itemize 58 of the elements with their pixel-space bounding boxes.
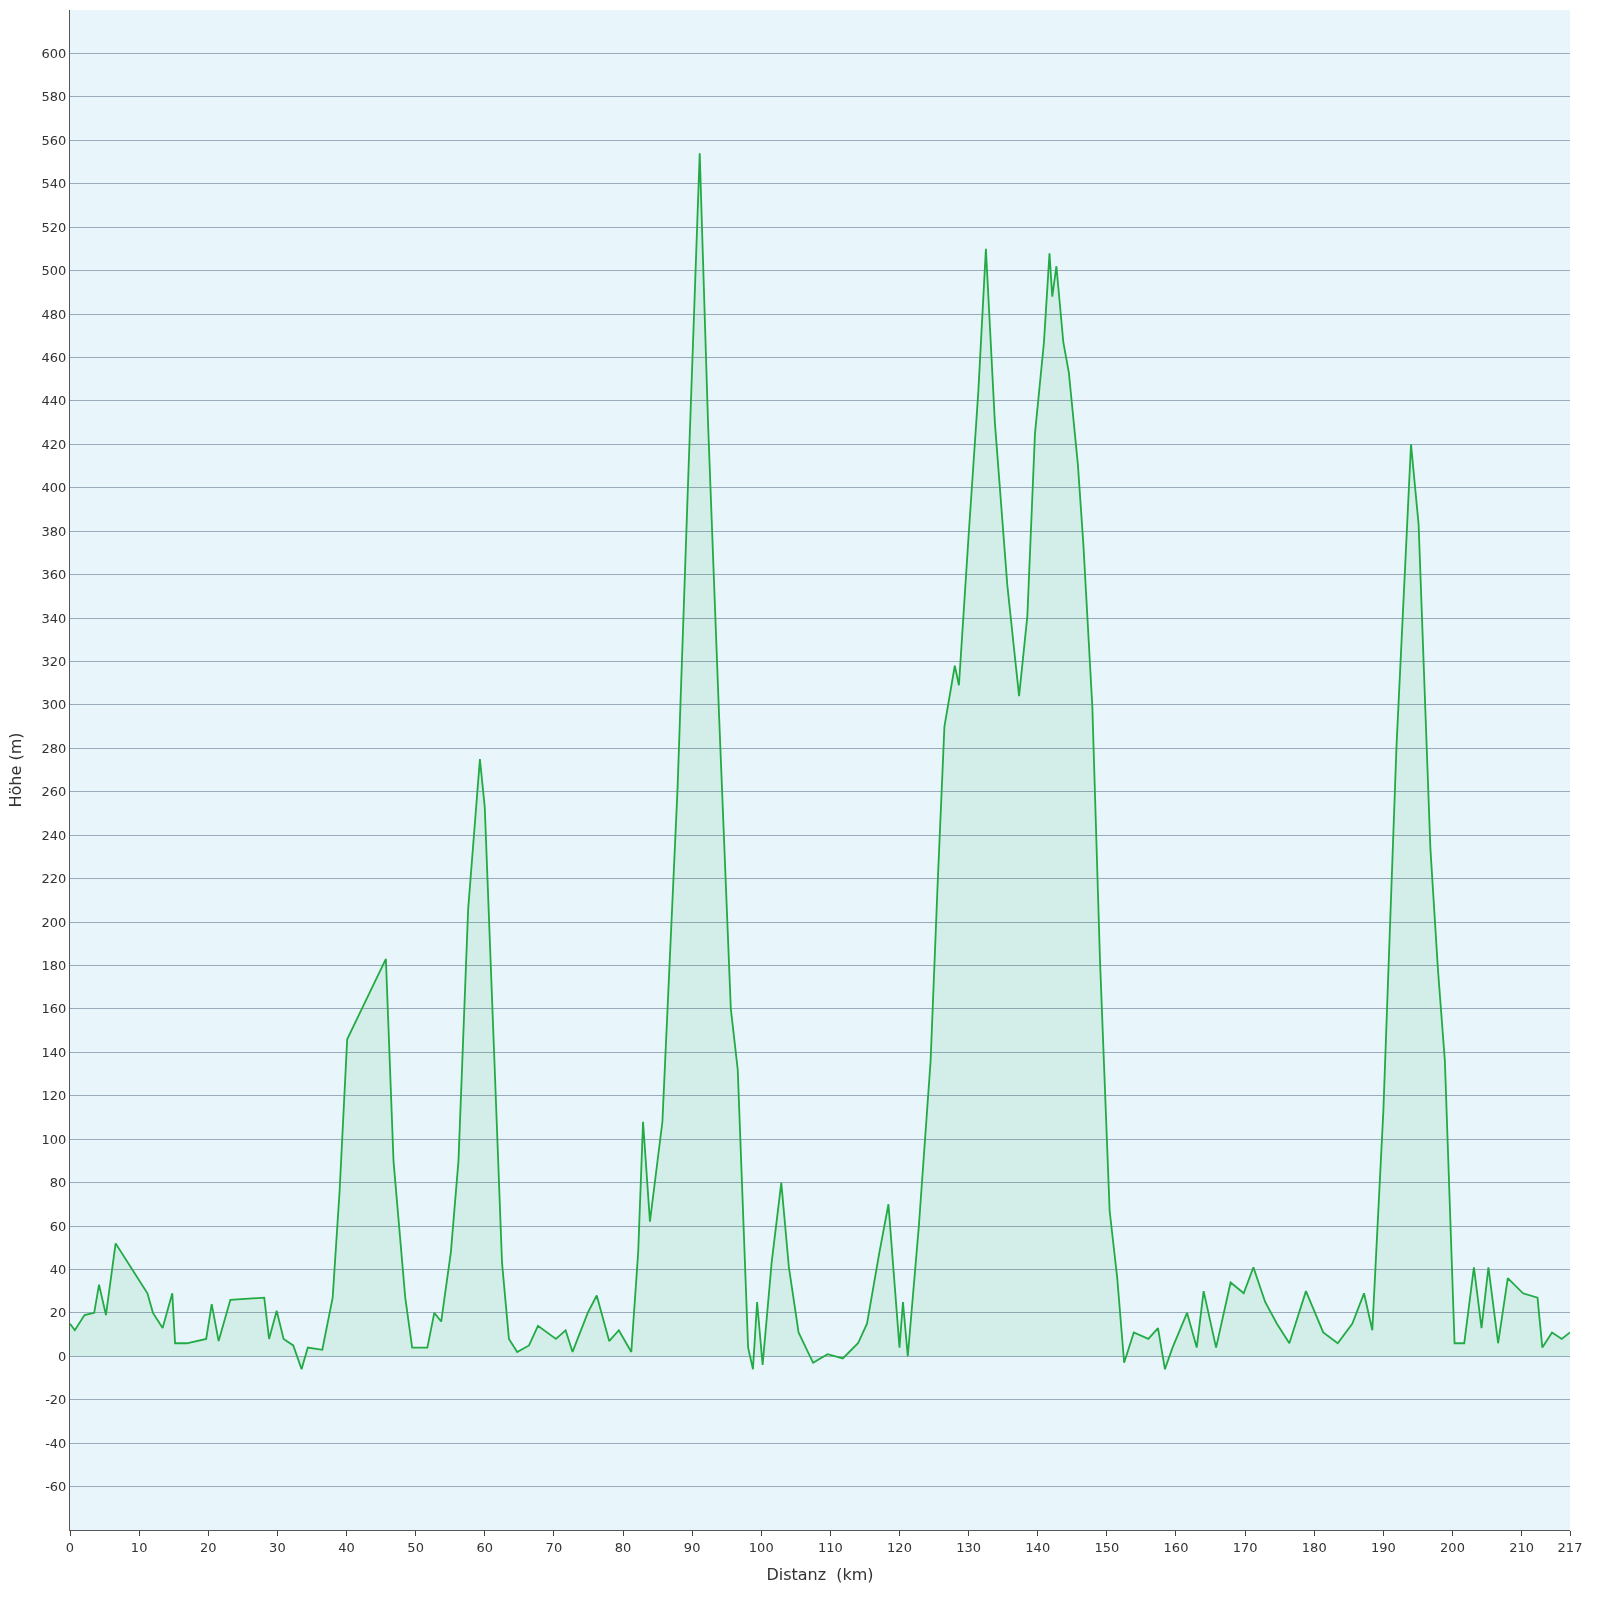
x-tick-label: 200 bbox=[1440, 1539, 1465, 1555]
x-tick-label: 180 bbox=[1301, 1539, 1327, 1555]
y-tick-label: 600 bbox=[41, 45, 67, 61]
y-tick-label: 460 bbox=[41, 349, 67, 365]
x-tick-label: 190 bbox=[1370, 1539, 1396, 1555]
y-tick-label: 340 bbox=[41, 610, 67, 626]
y-tick-label: 500 bbox=[41, 263, 67, 279]
y-tick-label: 320 bbox=[41, 653, 67, 669]
y-tick-label: 540 bbox=[41, 176, 67, 192]
y-tick-label: 360 bbox=[41, 567, 67, 583]
y-tick-label: 20 bbox=[49, 1305, 67, 1321]
x-tick-label: 140 bbox=[1025, 1539, 1051, 1555]
x-tick-label: 170 bbox=[1232, 1539, 1258, 1555]
x-tick-label: 217 bbox=[1557, 1539, 1583, 1555]
y-tick-label: 200 bbox=[41, 914, 67, 930]
x-tick-label: 10 bbox=[130, 1539, 148, 1555]
y-tick-label: 40 bbox=[49, 1261, 67, 1277]
y-tick-label: 420 bbox=[41, 436, 67, 452]
y-tick-label: 120 bbox=[41, 1088, 67, 1104]
y-tick-label: 580 bbox=[41, 89, 67, 105]
y-tick-label: 100 bbox=[41, 1131, 67, 1147]
y-axis-title: Höhe (m) bbox=[6, 732, 26, 808]
x-tick-label: 100 bbox=[748, 1539, 774, 1555]
x-tick-label: 210 bbox=[1509, 1539, 1535, 1555]
y-tick-label: -40 bbox=[45, 1435, 67, 1451]
y-tick-label: 240 bbox=[41, 827, 67, 843]
x-tick-label: 60 bbox=[476, 1539, 494, 1555]
y-tick-label: 280 bbox=[41, 740, 67, 756]
x-tick-label: 70 bbox=[545, 1539, 563, 1555]
x-tick-label: 90 bbox=[683, 1539, 701, 1555]
x-tick-label: 120 bbox=[887, 1539, 912, 1555]
y-tick-label: 140 bbox=[41, 1044, 67, 1060]
y-tick-label: 0 bbox=[58, 1348, 67, 1364]
x-tick-label: 30 bbox=[269, 1539, 286, 1555]
y-tick-label: 260 bbox=[41, 784, 67, 800]
y-tick-label: -20 bbox=[45, 1392, 67, 1408]
x-tick-label: 80 bbox=[614, 1539, 632, 1555]
y-tick-label: 60 bbox=[49, 1218, 67, 1234]
y-tick-label: 160 bbox=[41, 1001, 67, 1017]
x-tick-label: 130 bbox=[956, 1539, 982, 1555]
y-tick-label: 380 bbox=[41, 523, 67, 539]
y-tick-label: 180 bbox=[41, 957, 67, 973]
x-tick-label: 150 bbox=[1094, 1539, 1120, 1555]
x-tick-label: 160 bbox=[1163, 1539, 1189, 1555]
y-tick-label: 300 bbox=[41, 697, 67, 713]
x-tick-label: 110 bbox=[817, 1539, 843, 1555]
y-tick-label: 80 bbox=[49, 1175, 67, 1191]
y-tick-label: 520 bbox=[41, 219, 67, 235]
x-axis-title: Distanz (km) bbox=[766, 1565, 874, 1585]
y-tick-label: 440 bbox=[41, 393, 67, 409]
y-tick-label: 400 bbox=[41, 480, 67, 496]
y-tick-label: 480 bbox=[41, 306, 67, 322]
y-tick-label: 560 bbox=[41, 132, 67, 148]
y-tick-label: 220 bbox=[41, 871, 67, 887]
x-tick-label: 20 bbox=[199, 1539, 217, 1555]
y-tick-label: -60 bbox=[45, 1479, 67, 1495]
x-tick-label: 50 bbox=[407, 1539, 424, 1555]
x-tick-label: 40 bbox=[338, 1539, 355, 1555]
